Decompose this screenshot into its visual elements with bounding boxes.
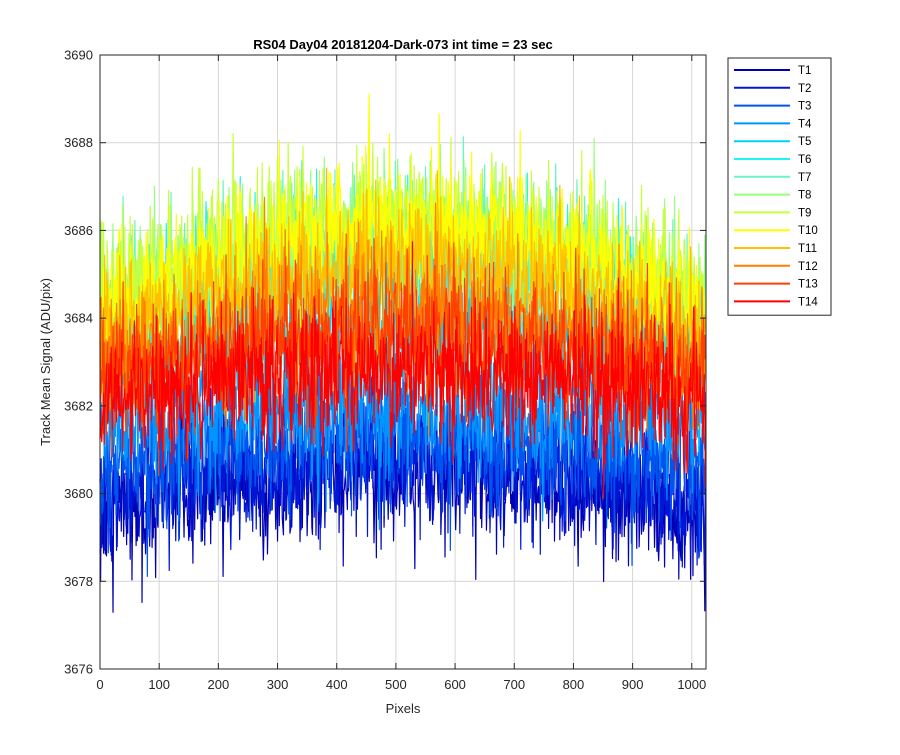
x-tick-label: 700 <box>503 677 525 692</box>
plot-area: 0 100 200 300 400 500 600 700 800 900 1000 3676 3678… <box>64 48 707 693</box>
legend-label-T7: T7 <box>798 172 811 184</box>
legend-label-T8: T8 <box>798 190 811 202</box>
legend-box <box>727 57 832 316</box>
legend-label-T9: T9 <box>798 207 811 219</box>
legend-label-T10: T10 <box>798 225 818 237</box>
x-tick-label: 0 <box>96 677 103 692</box>
legend-label-T2: T2 <box>798 83 811 95</box>
x-axis-label: Pixels <box>386 701 421 716</box>
series-line-T3 <box>99 346 707 577</box>
legend-label-T13: T13 <box>798 279 818 291</box>
legend-label-T14: T14 <box>798 296 818 308</box>
y-tick-label: 3680 <box>64 486 93 501</box>
legend-label-T1: T1 <box>798 65 811 77</box>
legend-label-T3: T3 <box>798 101 811 113</box>
legend-label-T11: T11 <box>798 243 817 255</box>
x-tick-label: 200 <box>208 677 230 692</box>
legend-label-T6: T6 <box>798 154 811 166</box>
y-tick-label: 3686 <box>64 223 93 238</box>
axes-box <box>99 54 707 670</box>
series-line-T14 <box>99 241 707 500</box>
y-tick-label: 3690 <box>64 48 93 63</box>
x-tick-label: 500 <box>385 677 407 692</box>
y-tick-label: 3684 <box>64 311 93 326</box>
legend-label-T12: T12 <box>798 261 818 273</box>
legend: T1 T2 T3 T4 T5 T6 T7 T8 T9 T10 T11 T12 T13 T14 <box>727 57 832 316</box>
y-tick-label: 3676 <box>64 662 93 677</box>
x-tick-label: 300 <box>267 677 289 692</box>
y-tick-label: 3688 <box>64 135 93 150</box>
series-lines <box>99 93 707 613</box>
chart-title: RS04 Day04 20181204-Dark-073 int time = … <box>253 37 553 52</box>
x-tick-label: 100 <box>148 677 170 692</box>
x-tick-label: 600 <box>444 677 466 692</box>
x-tick-label: 1000 <box>677 677 706 692</box>
x-tick-label: 900 <box>622 677 644 692</box>
y-tick-label: 3682 <box>64 398 93 413</box>
x-tick-label: 400 <box>326 677 348 692</box>
y-axis-label: Track Mean Signal (ADU/pix) <box>38 278 53 446</box>
ticks: 0 100 200 300 400 500 600 700 800 900 1000 3676 3678… <box>64 48 706 693</box>
x-tick-label: 800 <box>563 677 585 692</box>
legend-label-T4: T4 <box>798 118 812 130</box>
legend-label-T5: T5 <box>798 136 811 148</box>
y-tick-label: 3678 <box>64 574 93 589</box>
